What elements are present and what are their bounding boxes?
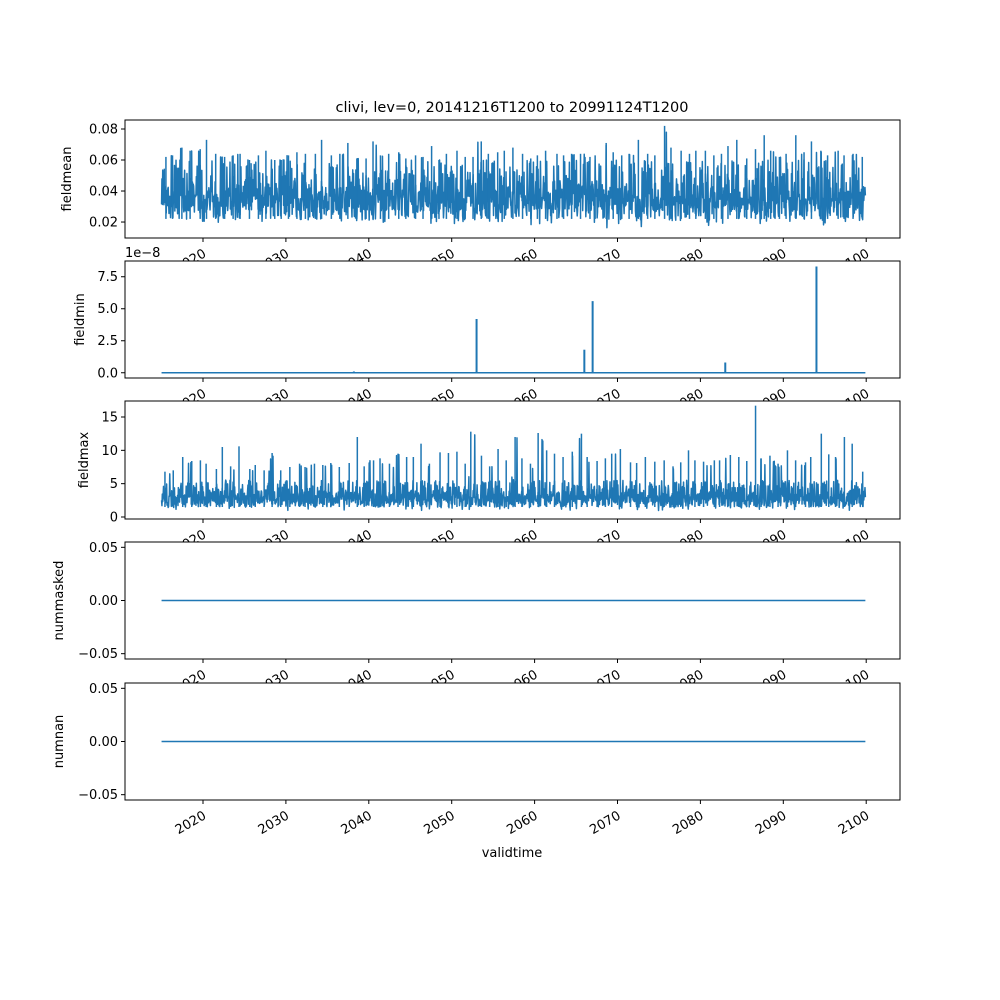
y-tick-label: 7.5: [97, 270, 118, 285]
y-tick-label: 0.05: [89, 682, 118, 697]
y-tick-label: 0.08: [89, 122, 118, 137]
y-axis-label: fieldmax: [77, 432, 92, 489]
y-tick-label: 0.04: [89, 185, 118, 200]
axes-frame: [124, 260, 901, 379]
data-layer: [160, 125, 867, 229]
y-tick-label: −0.05: [78, 647, 118, 662]
y-tick-label: 5: [110, 477, 118, 492]
y-tick-label: 5.0: [97, 302, 118, 317]
y-tick-label: 10: [101, 444, 118, 459]
y-tick-label: 0.05: [89, 541, 118, 556]
axes-background: [125, 261, 900, 378]
y-offset-text: 1e−8: [125, 246, 160, 261]
y-tick-label: 0.00: [89, 594, 118, 609]
y-tick-label: 0.02: [89, 216, 118, 231]
axes-frame: [124, 119, 901, 239]
y-axis-label: numnan: [52, 715, 67, 769]
y-tick-label: 0.00: [89, 735, 118, 750]
y-tick-label: 2.5: [97, 334, 118, 349]
y-axis-label: nummasked: [52, 561, 67, 641]
y-tick-label: −0.05: [78, 788, 118, 803]
series-line-fieldmax: [160, 434, 867, 512]
axes-frame: [124, 400, 901, 520]
y-tick-label: 0.06: [89, 154, 118, 169]
y-tick-label: 0: [110, 511, 118, 526]
y-axis-label: fieldmin: [73, 293, 88, 346]
y-tick-label: 0.0: [97, 366, 118, 381]
y-tick-label: 15: [101, 411, 118, 426]
data-layer: [160, 405, 867, 512]
chart-title: clivi, lev=0, 20141216T1200 to 20991124T…: [336, 100, 689, 116]
y-axis-label: fieldmean: [60, 147, 75, 212]
data-layer: [161, 266, 866, 374]
x-axis-label: validtime: [482, 846, 543, 861]
